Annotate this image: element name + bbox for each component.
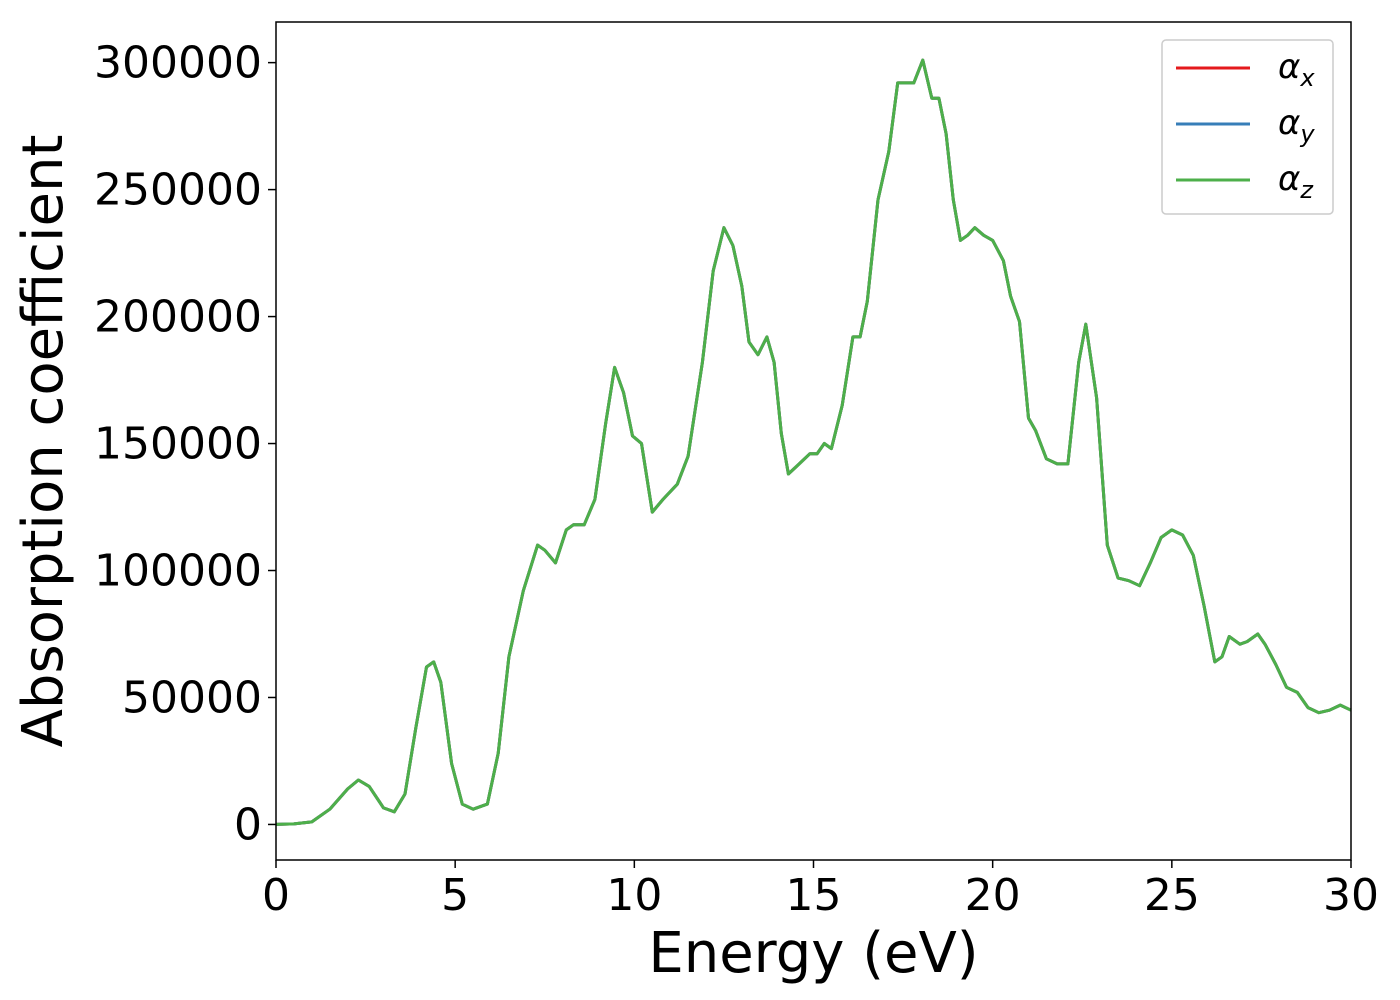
legend-subscript: z <box>1299 176 1314 204</box>
legend-box <box>1161 39 1334 215</box>
x-tick-label: 20 <box>965 870 1021 921</box>
legend-label: αz <box>1278 159 1314 204</box>
x-tick-label: 30 <box>1323 870 1379 921</box>
y-axis-title: Absorption coefficient <box>11 135 76 748</box>
legend-subscript: y <box>1299 120 1315 148</box>
y-tick-label: 200000 <box>94 292 262 343</box>
y-tick-label: 0 <box>234 799 262 850</box>
series-layer <box>275 58 1352 826</box>
legend-label: αx <box>1278 47 1315 92</box>
y-tick-label: 250000 <box>94 165 262 216</box>
x-tick-label: 5 <box>441 870 469 921</box>
legend-entry-alpha-z: αz <box>1176 159 1314 204</box>
legend-symbol: α <box>1278 103 1300 143</box>
legend-symbol: α <box>1278 159 1300 199</box>
y-tick-label: 150000 <box>94 419 262 470</box>
x-tick-label: 15 <box>786 870 842 921</box>
y-axis-ticks: 0 50000 100000 150000 200000 250000 300000 <box>94 38 276 850</box>
y-tick-label: 50000 <box>122 672 262 723</box>
legend-label: αy <box>1278 103 1315 148</box>
x-axis-title: Energy (eV) <box>648 921 978 986</box>
series-line-alpha-z <box>275 58 1352 826</box>
legend-entry-alpha-x: αx <box>1176 47 1315 92</box>
x-axis-ticks: 0 5 10 15 20 25 30 <box>262 860 1379 921</box>
x-tick-label: 0 <box>262 870 290 921</box>
legend-entry-alpha-y: αy <box>1176 103 1315 148</box>
legend-symbol: α <box>1278 47 1300 87</box>
y-tick-label: 100000 <box>94 546 262 597</box>
y-tick-label: 300000 <box>94 38 262 89</box>
x-tick-label: 10 <box>606 870 662 921</box>
x-tick-label: 25 <box>1144 870 1200 921</box>
legend-subscript: x <box>1299 64 1315 92</box>
